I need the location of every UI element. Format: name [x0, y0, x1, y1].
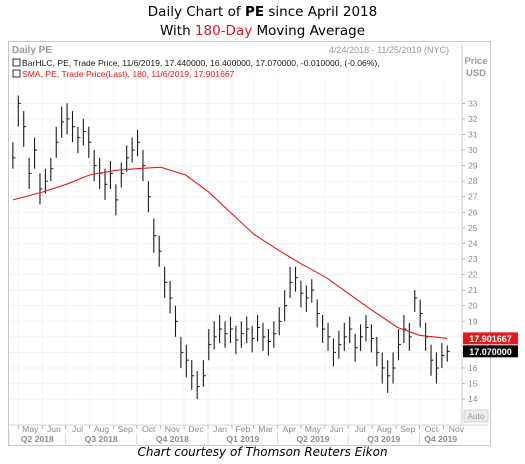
y-tick-label: 14	[468, 394, 478, 404]
month-label: Sep	[400, 424, 416, 434]
subtitle-suffix: Moving Average	[252, 23, 366, 39]
price-bars	[12, 95, 450, 400]
quarter-label: Q2 2018	[21, 434, 54, 444]
currency-label: USD	[466, 68, 486, 79]
price-label: Price	[464, 56, 487, 67]
month-label: Dec	[188, 424, 204, 434]
y-tick-label: 16	[468, 363, 478, 373]
y-tick-label: 24	[468, 238, 478, 248]
legend-sma: SMA, PE, Trade Price(Last), 180, 11/6/20…	[22, 69, 235, 79]
date-range: 4/24/2018 - 11/25/2019 (NYC)	[329, 45, 449, 55]
y-axis: 1415161718192021222324252627282930313233	[462, 98, 478, 404]
chart-title-line-1: Daily Chart of PE since April 2018	[0, 4, 525, 20]
grid-lines	[9, 44, 488, 426]
price-value-tag-bg	[463, 345, 518, 358]
y-tick-label: 25	[468, 223, 478, 233]
y-tick-label: 15	[468, 379, 478, 389]
month-label: Aug	[377, 424, 393, 434]
chart-caption: Chart courtesy of Thomson Reuters Eikon	[137, 445, 388, 459]
chart-title-line-2: With 180-Day Moving Average	[0, 23, 525, 39]
month-label: Aug	[94, 424, 110, 434]
legend-swatch-price[interactable]	[12, 58, 21, 67]
subtitle-prefix: With	[159, 23, 195, 39]
month-label: Nov	[449, 424, 465, 434]
month-label: Feb	[235, 424, 250, 434]
month-label: Mar	[258, 424, 273, 434]
month-label: Apr	[283, 424, 297, 434]
title-prefix: Daily Chart of	[147, 4, 245, 20]
y-tick-label: 27	[468, 192, 478, 202]
y-tick-label: 26	[468, 207, 478, 217]
auto-scale-toggle[interactable]: Auto	[463, 409, 489, 423]
title-suffix: since April 2018	[264, 4, 378, 20]
legend-swatch-sma[interactable]	[12, 69, 21, 78]
panel-title: Daily PE	[12, 45, 52, 56]
y-tick-label: 28	[468, 176, 478, 186]
legend-price: BarHLC, PE, Trade Price, 11/6/2019, 17.4…	[22, 58, 380, 68]
legend: BarHLC, PE, Trade Price, 11/6/2019, 17.4…	[12, 58, 380, 79]
auto-label: Auto	[467, 411, 485, 421]
month-label: Jul	[355, 424, 366, 434]
title-ticker: PE	[244, 4, 265, 20]
y-tick-label: 20	[468, 301, 478, 311]
x-axis: May Jun Jul Aug Sep Oct Nov Dec Jan Feb Mar Apr May J…	[8, 424, 465, 444]
value-tags: 17.901667 17.070000	[463, 332, 518, 358]
y-tick-label: 30	[468, 145, 478, 155]
y-tick-label: 29	[468, 161, 478, 171]
y-tick-label: 22	[468, 270, 478, 280]
y-tick-label: 19	[468, 316, 478, 326]
quarter-label: Q3 2019	[367, 434, 400, 444]
month-label: Nov	[165, 424, 181, 434]
subtitle-highlight: 180-Day	[194, 23, 253, 39]
month-label: Sep	[118, 424, 134, 434]
y-tick-label: 23	[468, 254, 478, 264]
month-label: Oct	[425, 424, 439, 434]
y-tick-label: 31	[468, 129, 478, 139]
sma-value-tag: 17.901667	[469, 334, 512, 344]
sma-value-tag-bg	[463, 332, 518, 345]
quarter-label: Q4 2018	[156, 434, 189, 444]
price-value-tag: 17.070000	[469, 347, 512, 357]
month-label: Jun	[330, 424, 344, 434]
sma-line	[12, 166, 448, 339]
y-tick-label: 32	[468, 114, 478, 124]
month-label: May	[305, 424, 322, 434]
quarter-label: Q3 2018	[85, 434, 118, 444]
quarter-label: Q1 2019	[226, 434, 259, 444]
quarter-label: Q2 2019	[296, 434, 329, 444]
month-label: Jun	[47, 424, 61, 434]
month-label: Oct	[142, 424, 156, 434]
month-label: May	[22, 424, 39, 434]
quarter-label: Q4 2019	[424, 434, 457, 444]
auto-button[interactable]	[463, 409, 489, 423]
month-label: Jul	[72, 424, 83, 434]
y-tick-label: 21	[468, 285, 478, 295]
y-tick-label: 33	[468, 98, 478, 108]
chart-header: Daily PE 4/24/2018 - 11/25/2019 (NYC) Pr…	[12, 45, 488, 79]
month-label: Jan	[213, 424, 227, 434]
